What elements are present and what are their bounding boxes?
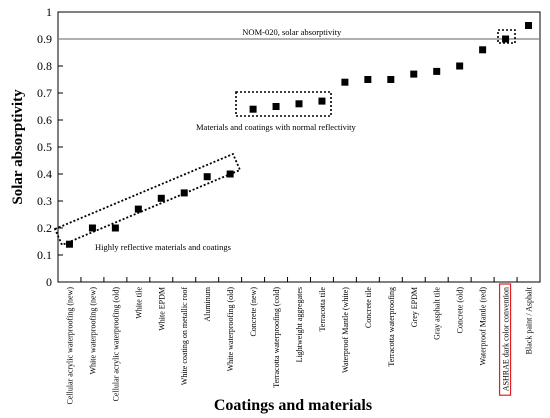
y-tick-label: 0.7 xyxy=(37,86,52,100)
data-point xyxy=(364,76,372,83)
y-axis-title: Solar absorptivity xyxy=(10,89,26,205)
data-point xyxy=(433,67,441,75)
data-point xyxy=(88,224,96,232)
x-category-label: Terracotta waterproofing (cold) xyxy=(272,287,281,388)
x-category-label: Waterproof Mantle (red) xyxy=(479,287,488,366)
highly-reflective-group-box xyxy=(53,152,242,247)
x-category-label: Black paint / Asphalt xyxy=(525,286,534,354)
x-category-label: Concrete (new) xyxy=(249,287,258,337)
y-axis-tick-labels: 0 0.1 0.2 0.3 0.4 0.5 0.6 0.7 0.8 0.9 1 xyxy=(37,5,52,289)
data-point xyxy=(525,22,533,29)
x-category-label: White tile xyxy=(134,287,143,319)
y-axis-ticks xyxy=(58,11,63,283)
y-tick-label: 0.5 xyxy=(37,140,52,154)
x-category-label: White coating on metallic roof xyxy=(180,287,189,386)
x-category-label: Grey EPDM xyxy=(410,287,419,327)
x-category-label: Concrete tile xyxy=(364,287,373,329)
y-tick-label: 1 xyxy=(46,5,52,19)
y-tick-label: 0.1 xyxy=(37,248,52,262)
x-axis-category-labels: Cellular acrylic waterproofing (new) Whit… xyxy=(65,286,533,404)
data-point xyxy=(318,97,326,105)
data-point xyxy=(180,189,188,197)
x-category-label: Waterproof Mantle (white) xyxy=(341,287,350,373)
data-markers xyxy=(65,22,533,248)
normal-reflectivity-group-box xyxy=(235,91,332,117)
data-point xyxy=(341,78,349,86)
y-tick-label: 0.9 xyxy=(37,32,52,46)
data-point xyxy=(456,62,464,70)
y-tick-label: 0 xyxy=(46,275,52,289)
data-point xyxy=(410,70,418,78)
x-category-label: Terracotta tile xyxy=(318,287,327,332)
data-point xyxy=(226,170,234,178)
data-point xyxy=(111,224,119,232)
data-point xyxy=(272,103,280,110)
x-category-label: Lightweight aggregates xyxy=(295,287,304,362)
x-axis-ticks xyxy=(80,277,518,282)
annotation-highly-reflective: Highly reflective materials and coatings xyxy=(95,242,231,252)
x-category-label: ASHRAE dark color convention xyxy=(502,287,511,391)
y-tick-label: 0.2 xyxy=(37,221,52,235)
annotation-normal-reflectivity: Materials and coatings with normal refle… xyxy=(196,122,357,132)
data-point xyxy=(65,240,73,248)
data-point xyxy=(203,173,211,181)
x-category-label: Concrete (old) xyxy=(456,287,465,334)
data-point xyxy=(134,205,142,213)
ashrae-label-highlight-box xyxy=(498,283,512,396)
x-category-label: Aluminum xyxy=(203,286,212,321)
x-category-label: Cellular acrylic waterproofing (new) xyxy=(65,287,74,405)
x-category-label: White waterproofing (new) xyxy=(88,287,97,375)
x-category-label: Terracotta waterproofing xyxy=(387,287,396,367)
data-point xyxy=(502,35,510,43)
data-point xyxy=(387,76,395,83)
x-category-label: White waterproofing (old) xyxy=(226,287,235,372)
x-category-label: Gray asphalt tile xyxy=(433,287,442,340)
x-category-label: White EPDM xyxy=(157,287,166,331)
reference-line-label: NOM-020, solar absorptivity xyxy=(242,27,342,37)
x-axis-title: Coatings and materials xyxy=(214,397,372,414)
x-category-label: Cellular acrylic waterproofing (old) xyxy=(111,287,120,402)
data-point xyxy=(249,105,257,113)
y-tick-label: 0.6 xyxy=(37,113,52,127)
data-point xyxy=(157,194,165,202)
data-point xyxy=(479,46,487,54)
y-tick-label: 0.3 xyxy=(37,194,52,208)
y-tick-label: 0.8 xyxy=(37,59,52,73)
ashrae-point-box xyxy=(497,29,516,44)
data-point xyxy=(295,100,303,108)
y-tick-label: 0.4 xyxy=(37,167,52,181)
